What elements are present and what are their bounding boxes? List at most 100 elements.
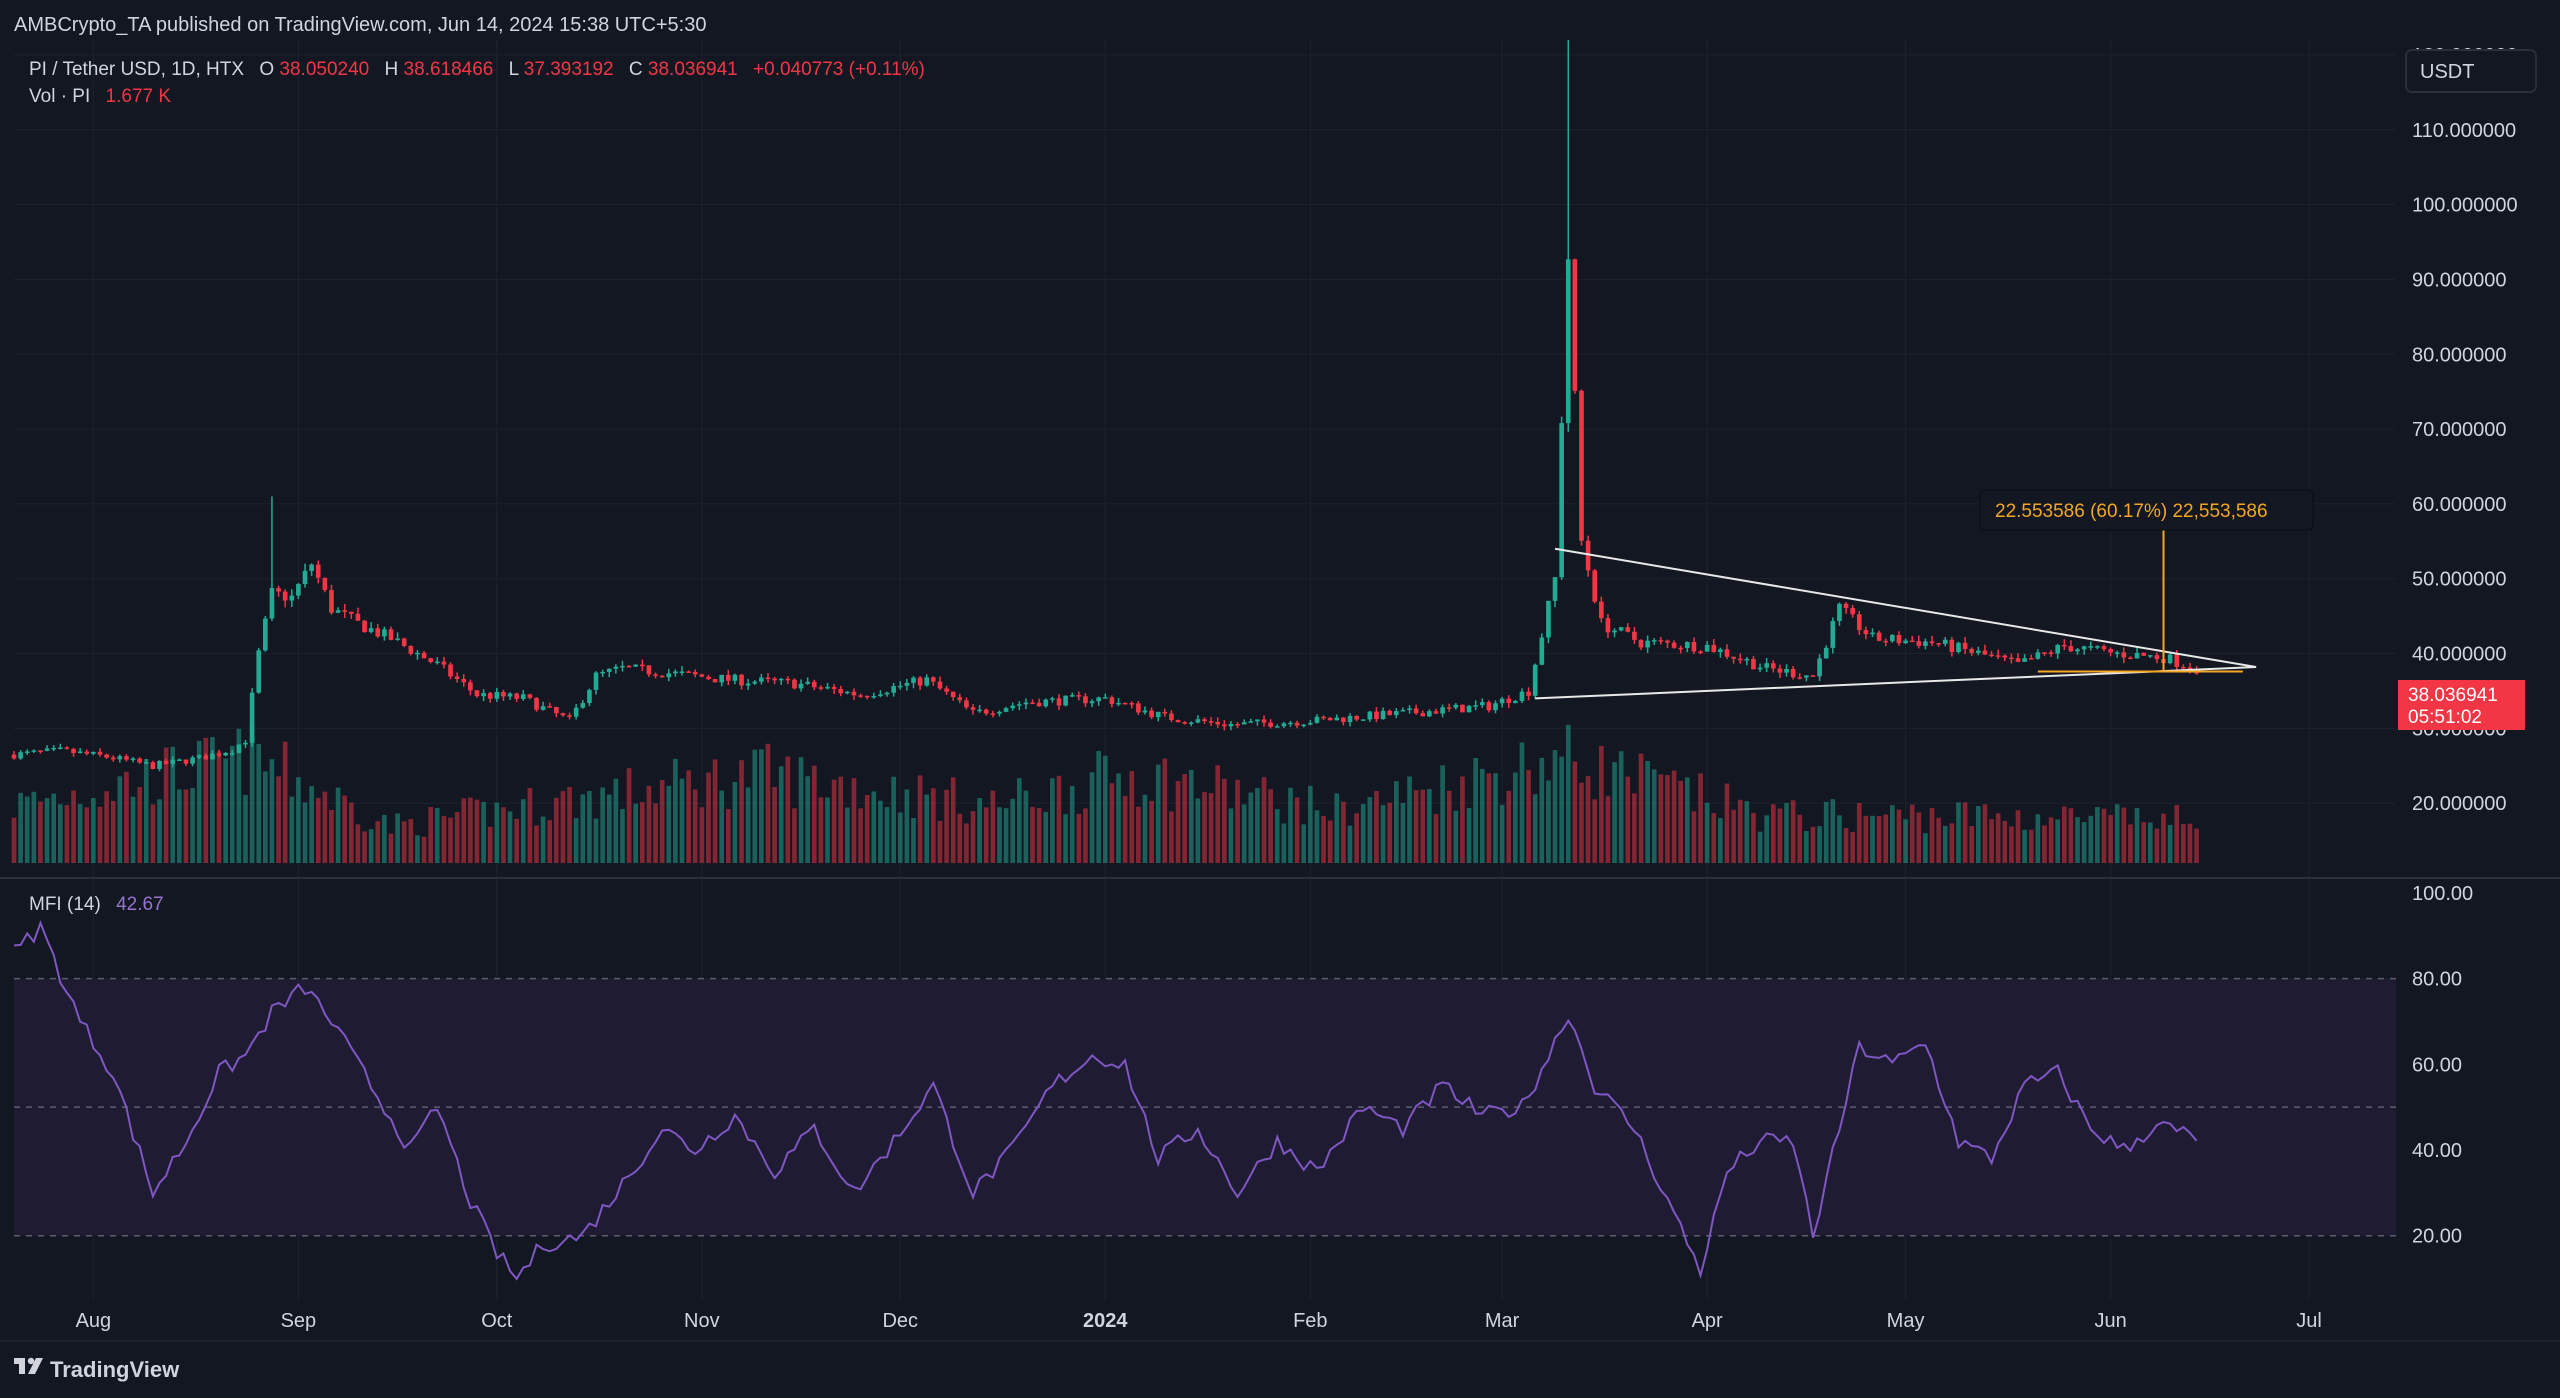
candle[interactable] [1023,698,1029,710]
candle[interactable] [666,668,672,682]
candle[interactable] [1995,649,2001,660]
candle[interactable] [124,754,129,762]
volume-label[interactable]: Vol · PI [29,86,90,107]
candle[interactable] [1268,719,1273,729]
candle[interactable] [1116,698,1121,707]
candle[interactable] [130,757,136,763]
candle[interactable] [143,758,149,764]
candle[interactable] [1175,719,1181,723]
candle[interactable] [183,759,189,767]
candle[interactable] [1830,617,1836,654]
candle[interactable] [1890,634,1895,643]
candle[interactable] [540,701,546,711]
candle[interactable] [18,750,23,760]
candle[interactable] [2095,645,2100,650]
candle[interactable] [1083,693,1088,708]
candle[interactable] [150,760,156,770]
candle[interactable] [772,676,777,685]
candle[interactable] [606,668,612,678]
candle[interactable] [2134,647,2140,659]
candle[interactable] [1903,638,1908,644]
candle[interactable] [1665,639,1670,649]
candle[interactable] [699,673,705,678]
time-axis-label[interactable]: Dec [882,1310,918,1332]
candle[interactable] [481,689,486,702]
candle[interactable] [1618,626,1624,632]
candle[interactable] [600,669,605,677]
candle[interactable] [1956,641,1961,654]
candle[interactable] [871,692,877,699]
candle[interactable] [554,706,559,718]
candle[interactable] [2114,650,2120,658]
candle[interactable] [1314,714,1320,724]
candle[interactable] [1539,633,1545,666]
candle[interactable] [1076,691,1082,701]
candle[interactable] [1969,647,1975,656]
candle[interactable] [1658,636,1664,645]
candle[interactable] [1599,596,1604,623]
candle[interactable] [1228,721,1234,731]
candle[interactable] [1400,707,1406,712]
candle[interactable] [454,672,460,683]
candle[interactable] [51,745,56,752]
price-axis-label[interactable]: 50.000000 [2412,569,2507,591]
candle[interactable] [1731,656,1736,664]
candle[interactable] [1479,698,1485,708]
candle[interactable] [1513,699,1518,704]
candle[interactable] [1770,660,1776,673]
candle[interactable] [673,669,678,677]
candle[interactable] [408,645,414,656]
candle[interactable] [1056,694,1062,711]
candle[interactable] [1195,715,1201,724]
candle[interactable] [1962,637,1968,654]
tradingview-logo[interactable]: TradingView [14,1357,180,1382]
candle[interactable] [1724,644,1730,660]
candle[interactable] [1916,635,1922,649]
candle[interactable] [811,679,817,691]
candle[interactable] [1440,704,1445,718]
candle[interactable] [57,743,63,750]
candle[interactable] [1374,707,1379,723]
candle[interactable] [2141,652,2146,656]
candle[interactable] [1744,657,1750,666]
candle[interactable] [2128,656,2133,660]
candle[interactable] [904,678,910,691]
candle[interactable] [944,685,949,695]
candle[interactable] [309,563,314,576]
candle[interactable] [1506,695,1512,708]
candle[interactable] [1003,706,1009,713]
candle[interactable] [964,697,969,710]
candle[interactable] [1718,647,1723,658]
candle[interactable] [1645,635,1650,654]
candle[interactable] [1446,703,1452,712]
candle[interactable] [567,712,572,720]
candle[interactable] [917,675,923,691]
candle[interactable] [395,632,400,641]
candle[interactable] [24,749,30,755]
candle[interactable] [210,749,215,760]
candle[interactable] [1691,637,1697,654]
candle[interactable] [719,674,725,687]
candle[interactable] [706,674,711,681]
candle[interactable] [1909,635,1915,643]
candle[interactable] [342,603,348,618]
candle[interactable] [1030,699,1035,705]
candle[interactable] [229,749,235,756]
candle[interactable] [798,679,804,692]
candle[interactable] [1460,704,1465,713]
candle[interactable] [415,649,420,660]
candle[interactable] [626,665,632,668]
candle[interactable] [282,589,288,608]
candle[interactable] [752,680,758,685]
candle[interactable] [1215,717,1221,728]
candle[interactable] [1817,654,1822,682]
candle[interactable] [501,689,506,701]
candle[interactable] [1552,576,1558,608]
candle[interactable] [196,754,202,759]
candle[interactable] [1572,258,1578,394]
candle[interactable] [362,619,367,633]
candle[interactable] [884,691,890,697]
candle[interactable] [1612,628,1617,638]
candle[interactable] [163,758,169,765]
candle[interactable] [2061,639,2067,651]
